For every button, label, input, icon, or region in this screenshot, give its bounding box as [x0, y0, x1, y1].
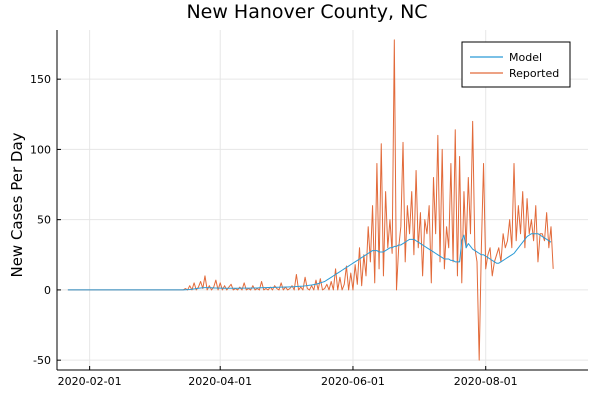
series [67, 39, 554, 361]
series-line-reported [67, 39, 554, 361]
series-line-model [67, 233, 552, 291]
x-tick-label: 2020-04-01 [188, 375, 252, 388]
y-tick-label: 50 [37, 214, 51, 227]
x-tick-label: 2020-06-01 [321, 375, 385, 388]
legend-box [461, 41, 571, 88]
x-tick-label: 2020-08-01 [454, 375, 518, 388]
legend: Model Reported [461, 41, 571, 88]
y-tick-label: -50 [33, 354, 51, 367]
legend-label-model: Model [509, 51, 542, 64]
chart-title: New Hanover County, NC [186, 1, 427, 23]
axes [56, 30, 588, 371]
x-tick-label: 2020-02-01 [58, 375, 122, 388]
y-axis-label: New Cases Per Day [8, 132, 26, 277]
ticks: -50 0 50 100 150 2020-02-01 2020-04-01 2020-06-… [30, 73, 518, 388]
y-tick-label: 100 [30, 143, 51, 156]
y-tick-label: 0 [44, 284, 51, 297]
y-tick-label: 150 [30, 73, 51, 86]
legend-label-reported: Reported [509, 67, 559, 80]
